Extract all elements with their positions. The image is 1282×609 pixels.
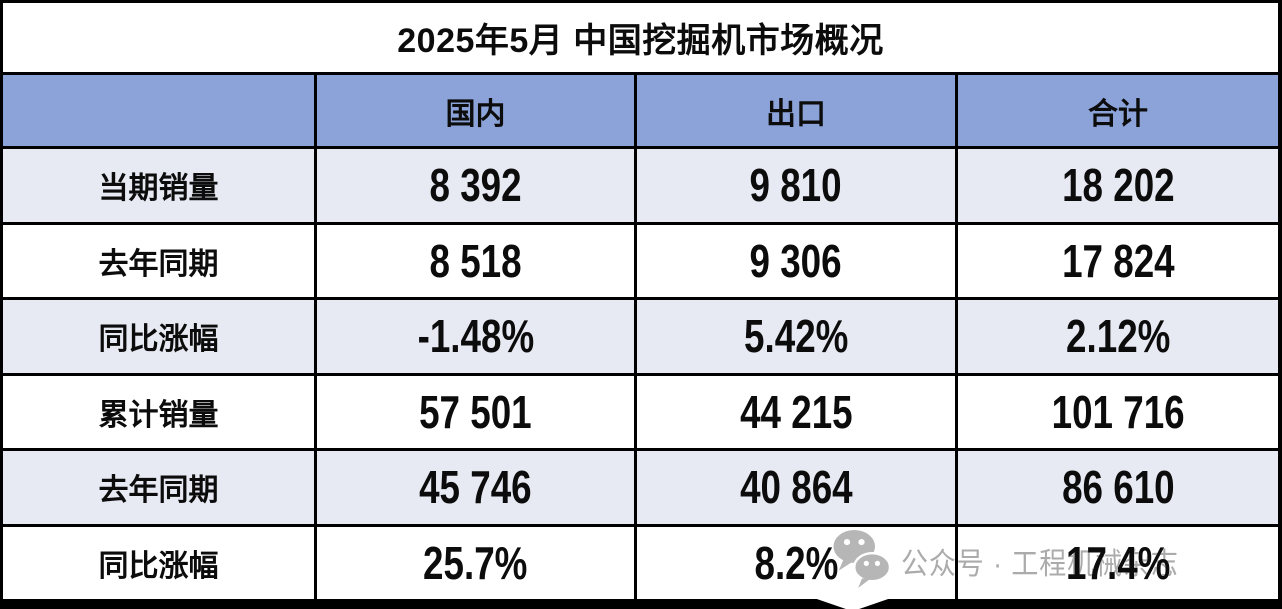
table-title: 2025年5月 中国挖掘机市场概况 bbox=[3, 3, 1278, 72]
row-label: 当期销量 bbox=[3, 149, 314, 222]
cell-total: 17.4% bbox=[958, 526, 1278, 599]
cell-total: 101 716 bbox=[958, 375, 1278, 448]
cell-export: 9 810 bbox=[637, 149, 955, 222]
column-header-domestic: 国内 bbox=[317, 75, 634, 146]
cell-domestic: 25.7% bbox=[317, 526, 634, 599]
cell-total: 18 202 bbox=[958, 149, 1278, 222]
cell-total: 17 824 bbox=[958, 224, 1278, 297]
cell-export: 44 215 bbox=[637, 375, 955, 448]
column-header-blank bbox=[3, 75, 314, 146]
row-label: 同比涨幅 bbox=[3, 526, 314, 599]
cell-export: 5.42% bbox=[637, 300, 955, 373]
cell-export: 8.2% bbox=[637, 526, 955, 599]
cell-domestic: -1.48% bbox=[317, 300, 634, 373]
cell-domestic: 57 501 bbox=[317, 375, 634, 448]
column-header-export: 出口 bbox=[637, 75, 955, 146]
row-label: 累计销量 bbox=[3, 375, 314, 448]
cell-domestic: 8 518 bbox=[317, 224, 634, 297]
cell-total: 2.12% bbox=[958, 300, 1278, 373]
cell-domestic: 8 392 bbox=[317, 149, 634, 222]
column-header-total: 合计 bbox=[958, 75, 1278, 146]
cell-domestic: 45 746 bbox=[317, 451, 634, 524]
cell-export: 40 864 bbox=[637, 451, 955, 524]
row-label: 去年同期 bbox=[3, 451, 314, 524]
cell-total: 86 610 bbox=[958, 451, 1278, 524]
row-label: 同比涨幅 bbox=[3, 300, 314, 373]
row-label: 去年同期 bbox=[3, 224, 314, 297]
cell-export: 9 306 bbox=[637, 224, 955, 297]
